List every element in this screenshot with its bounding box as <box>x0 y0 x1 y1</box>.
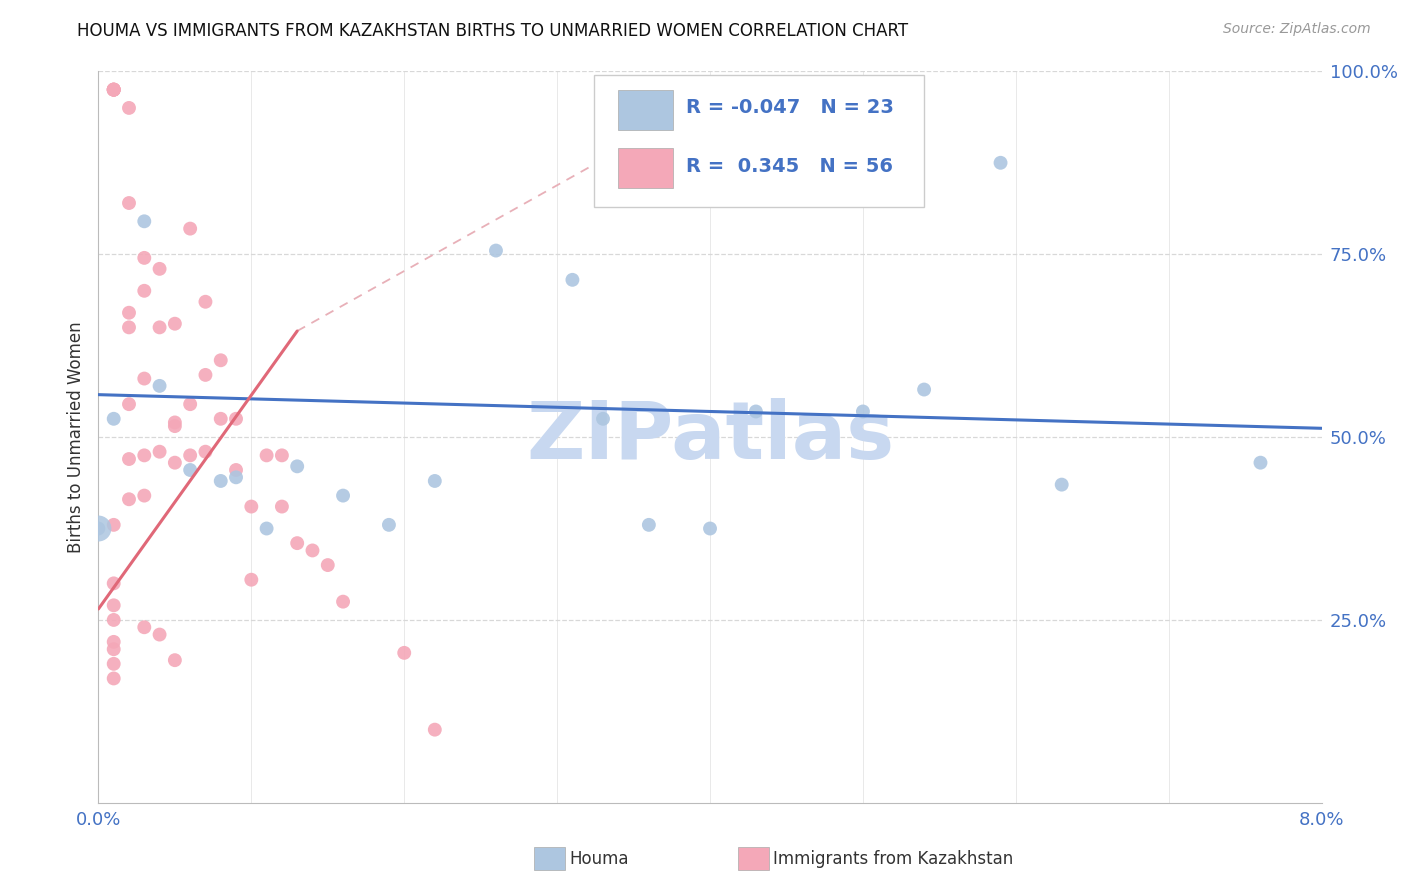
Point <box>990 155 1012 169</box>
FancyBboxPatch shape <box>593 75 924 207</box>
Point <box>103 613 125 627</box>
Point <box>103 83 125 97</box>
Point <box>118 397 141 411</box>
Point <box>103 517 125 532</box>
Point <box>423 723 446 737</box>
Point <box>285 536 308 550</box>
Point <box>179 397 201 411</box>
Bar <box>619 90 673 130</box>
Point <box>316 558 339 573</box>
Point <box>592 412 614 426</box>
Point <box>194 294 217 309</box>
Point <box>103 576 125 591</box>
Point <box>103 599 125 613</box>
Point <box>149 444 172 458</box>
Point <box>209 474 232 488</box>
Point <box>149 627 172 641</box>
Point <box>134 284 156 298</box>
Point <box>912 383 935 397</box>
Point <box>209 353 232 368</box>
Point <box>103 657 125 671</box>
Point <box>225 470 247 484</box>
Point <box>332 594 354 608</box>
Point <box>118 492 141 507</box>
Point <box>134 214 156 228</box>
Text: Source: ZipAtlas.com: Source: ZipAtlas.com <box>1223 22 1371 37</box>
Text: R = -0.047   N = 23: R = -0.047 N = 23 <box>686 98 893 118</box>
Point <box>103 83 125 97</box>
Point <box>118 320 141 334</box>
Point <box>134 620 156 634</box>
Point <box>149 379 172 393</box>
Point <box>378 517 401 532</box>
Point <box>270 449 294 463</box>
Point <box>637 517 661 532</box>
Text: HOUMA VS IMMIGRANTS FROM KAZAKHSTAN BIRTHS TO UNMARRIED WOMEN CORRELATION CHART: HOUMA VS IMMIGRANTS FROM KAZAKHSTAN BIRT… <box>77 22 908 40</box>
Point <box>163 416 186 430</box>
Point <box>134 489 156 503</box>
Point <box>240 500 263 514</box>
Point <box>301 543 323 558</box>
Point <box>87 521 110 535</box>
Point <box>163 317 186 331</box>
Point <box>163 456 186 470</box>
Point <box>852 404 875 418</box>
Point <box>270 500 294 514</box>
Point <box>209 412 232 426</box>
Text: ZIPatlas: ZIPatlas <box>526 398 894 476</box>
Y-axis label: Births to Unmarried Women: Births to Unmarried Women <box>66 321 84 553</box>
Point <box>87 521 110 535</box>
Point <box>134 449 156 463</box>
Point <box>485 244 508 258</box>
Point <box>392 646 416 660</box>
Point <box>256 521 278 535</box>
Point <box>103 83 125 97</box>
Point <box>118 306 141 320</box>
Point <box>423 474 446 488</box>
Point <box>103 672 125 686</box>
Point <box>179 449 201 463</box>
Text: R =  0.345   N = 56: R = 0.345 N = 56 <box>686 157 893 176</box>
Point <box>179 221 201 235</box>
Point <box>134 251 156 265</box>
Point <box>285 459 308 474</box>
Point <box>256 449 278 463</box>
Point <box>103 635 125 649</box>
Point <box>163 419 186 434</box>
Point <box>103 412 125 426</box>
Point <box>118 196 141 211</box>
Point <box>332 489 354 503</box>
Point <box>194 368 217 382</box>
Point <box>163 653 186 667</box>
Point <box>745 404 768 418</box>
Point <box>118 452 141 467</box>
Point <box>194 444 217 458</box>
Point <box>103 642 125 657</box>
Point <box>134 371 156 385</box>
Point <box>225 412 247 426</box>
Point <box>118 101 141 115</box>
Point <box>103 83 125 97</box>
Point <box>1050 477 1073 491</box>
Point <box>240 573 263 587</box>
Text: Immigrants from Kazakhstan: Immigrants from Kazakhstan <box>773 850 1014 868</box>
Point <box>103 83 125 97</box>
Point <box>699 521 721 535</box>
Point <box>561 273 583 287</box>
Point <box>225 463 247 477</box>
Point <box>1249 456 1271 470</box>
Point <box>149 320 172 334</box>
Bar <box>619 148 673 188</box>
Point <box>179 463 201 477</box>
Text: Houma: Houma <box>569 850 628 868</box>
Point <box>149 261 172 276</box>
